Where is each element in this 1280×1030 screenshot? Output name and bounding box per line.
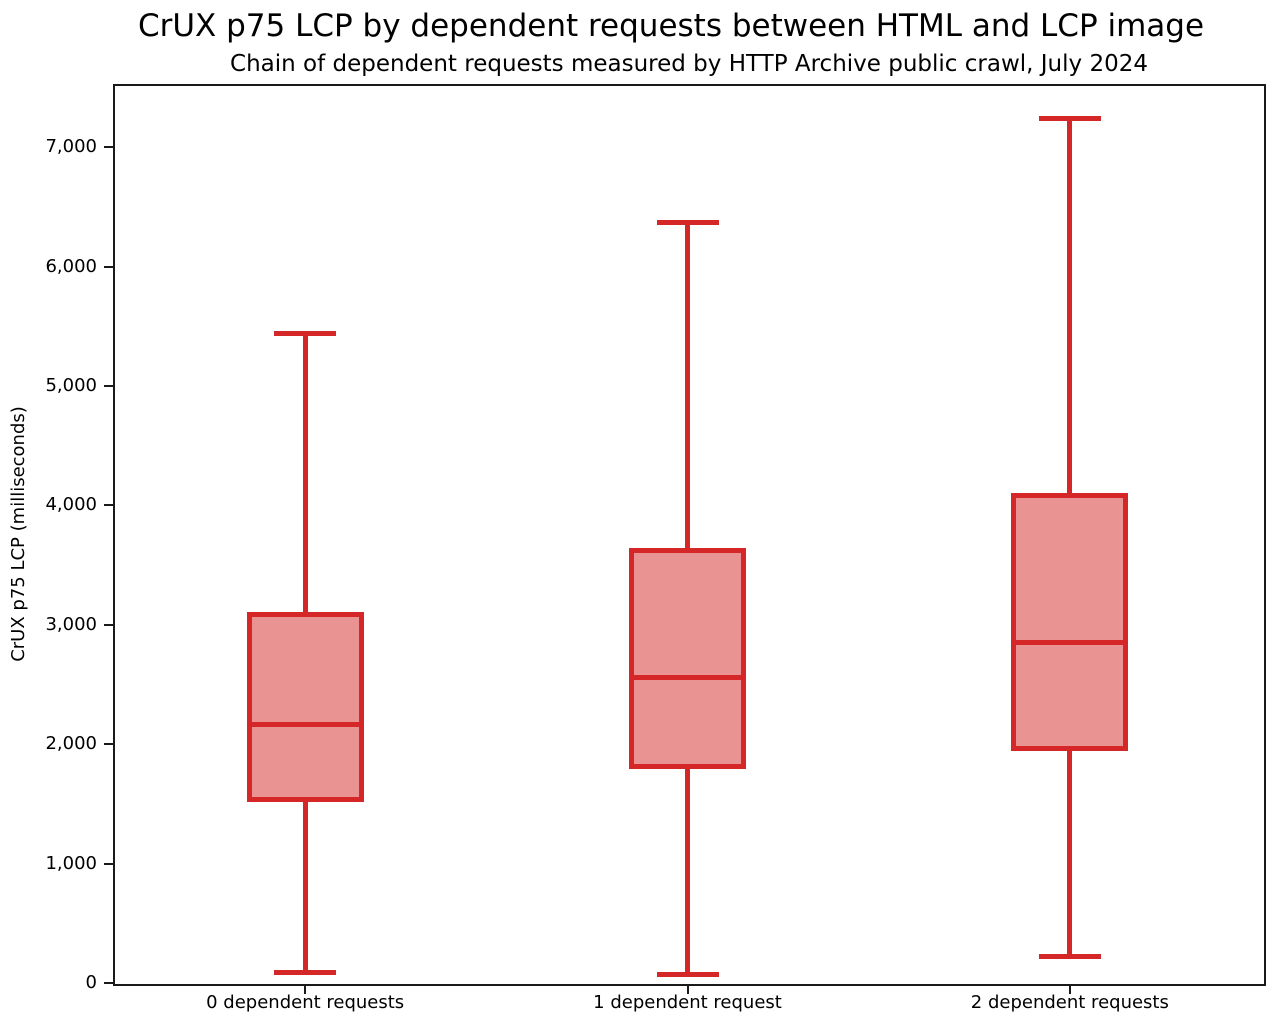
y-tick-mark bbox=[104, 623, 113, 626]
y-tick-label: 4,000 bbox=[45, 494, 97, 516]
y-tick-mark bbox=[104, 146, 113, 149]
whisker-cap-top bbox=[1038, 115, 1101, 121]
y-tick-mark bbox=[104, 265, 113, 268]
box-iqr bbox=[246, 611, 364, 802]
y-tick-mark bbox=[104, 982, 113, 984]
whisker-cap-top bbox=[274, 331, 337, 337]
x-tick-mark bbox=[686, 985, 689, 994]
chart-subtitle: Chain of dependent requests measured by … bbox=[230, 51, 1148, 77]
x-tick-mark bbox=[1068, 985, 1071, 994]
x-tick-mark bbox=[304, 985, 307, 994]
x-tick-label: 1 dependent request bbox=[593, 992, 782, 1013]
chart-title: CrUX p75 LCP by dependent requests betwe… bbox=[137, 8, 1205, 44]
y-tick-label: 0 bbox=[85, 972, 97, 993]
box-iqr bbox=[1011, 492, 1129, 751]
y-tick-mark bbox=[104, 504, 113, 507]
median-line bbox=[634, 674, 741, 680]
y-tick-mark bbox=[104, 384, 113, 387]
median-line bbox=[1016, 640, 1124, 646]
box-iqr bbox=[629, 548, 746, 770]
y-tick-label: 1,000 bbox=[45, 852, 97, 874]
x-tick-label: 0 dependent requests bbox=[206, 992, 405, 1013]
median-line bbox=[251, 721, 359, 727]
y-tick-label: 2,000 bbox=[45, 733, 97, 755]
whisker-cap-bottom bbox=[274, 969, 337, 975]
x-tick-label: 2 dependent requests bbox=[970, 992, 1169, 1013]
y-tick-label: 5,000 bbox=[45, 374, 97, 396]
whisker-cap-bottom bbox=[656, 971, 719, 977]
whisker-cap-top bbox=[656, 220, 719, 226]
y-tick-mark bbox=[104, 862, 113, 865]
y-tick-mark bbox=[104, 743, 113, 746]
y-tick-label: 6,000 bbox=[45, 255, 97, 277]
whisker-cap-bottom bbox=[1038, 954, 1101, 960]
y-tick-label: 7,000 bbox=[45, 136, 97, 158]
y-tick-label: 3,000 bbox=[45, 613, 97, 635]
